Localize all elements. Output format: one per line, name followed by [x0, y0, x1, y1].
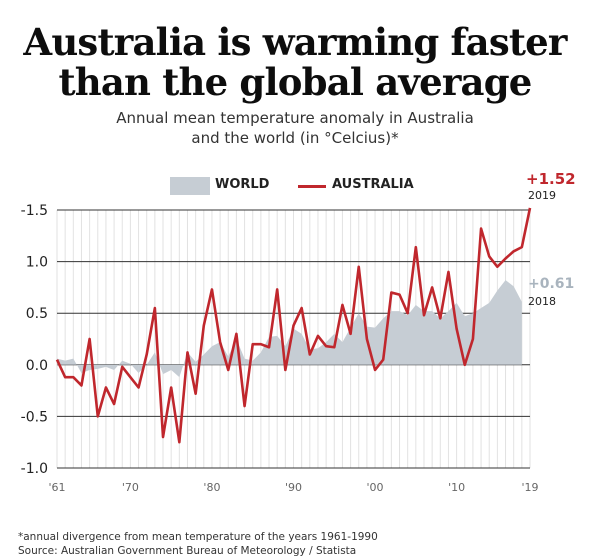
x-tick-label: '90	[285, 481, 302, 494]
y-axis-labels: -1.0 -0.5 0.0 0.5 1.0 -1.5	[21, 203, 48, 477]
subtitle-line-1: Annual mean temperature anomaly in Austr…	[116, 109, 474, 127]
legend-australia-swatch	[298, 185, 326, 188]
subtitle-line-2: and the world (in °Celcius)*	[191, 129, 399, 147]
x-tick-label: '70	[122, 481, 139, 494]
x-tick-label: '10	[448, 481, 465, 494]
x-tick-label: '19	[521, 481, 538, 494]
source-note: Source: Australian Government Bureau of …	[18, 545, 357, 557]
y-tick-label: 1.0	[26, 255, 48, 271]
y-tick-label: -0.5	[21, 409, 48, 425]
footnote: *annual divergence from mean temperature…	[18, 531, 378, 543]
australia-series-line	[55, 207, 532, 444]
world-area-layer	[57, 280, 522, 378]
x-tick-label: '80	[203, 481, 220, 494]
legend-world-swatch	[170, 177, 210, 195]
x-tick-label: '61	[48, 481, 65, 494]
title-line-1: Australia is warming faster	[23, 20, 567, 64]
legend-australia-label: AUSTRALIA	[332, 177, 414, 192]
horizontal-grid	[57, 209, 530, 469]
x-axis-labels: '61 '70 '80 '90 '00 '10 '19	[48, 481, 538, 494]
world-latest-value: +0.61	[528, 276, 575, 292]
world-latest-year: 2018	[528, 295, 556, 308]
y-tick-label: 0.5	[26, 306, 48, 322]
australia-line-layer	[55, 207, 532, 444]
title-line-2: than the global average	[58, 60, 532, 104]
australia-latest-year: 2019	[528, 189, 556, 202]
world-series-area	[57, 280, 522, 378]
legend-world-label: WORLD	[215, 177, 270, 192]
x-tick-label: '00	[367, 481, 384, 494]
y-tick-label: 0.0	[26, 358, 48, 374]
y-tick-label: -1.0	[21, 461, 48, 477]
y-tick-label: -1.5	[21, 203, 48, 219]
australia-latest-value: +1.52	[526, 170, 576, 188]
